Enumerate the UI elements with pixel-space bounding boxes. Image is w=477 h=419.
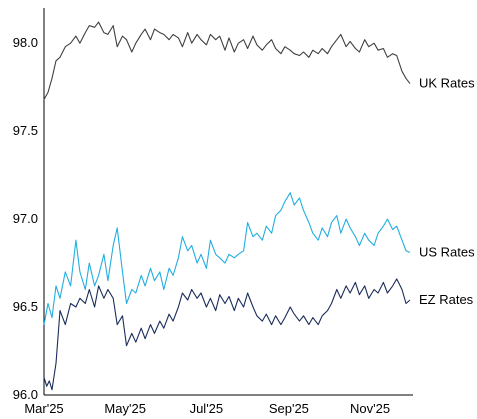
x-tick-label: Nov'25	[350, 401, 390, 416]
y-tick-label: 98.0	[13, 35, 38, 50]
series-lines	[43, 21, 411, 391]
x-tick-label: Jul'25	[190, 401, 224, 416]
series-label-us-rates: US Rates	[419, 245, 475, 260]
x-tick-label: May'25	[104, 401, 146, 416]
x-axis-ticks: Mar'25 May'25 Jul'25 Sep'25 Nov'25	[24, 401, 390, 416]
y-tick-label: 96.0	[13, 387, 38, 402]
y-tick-label: 97.5	[13, 123, 38, 138]
series-line-uk-rates	[43, 21, 411, 100]
chart-axes	[43, 8, 413, 396]
x-tick-label: Mar'25	[24, 401, 63, 416]
series-line-us-rates	[43, 192, 411, 325]
x-tick-label: Sep'25	[269, 401, 309, 416]
series-line-ez-rates	[43, 278, 411, 391]
y-axis-ticks: 96.0 96.5 97.0 97.5 98.0	[13, 35, 38, 402]
series-labels: UK Rates US Rates EZ Rates	[419, 76, 475, 307]
y-tick-label: 97.0	[13, 211, 38, 226]
y-tick-label: 96.5	[13, 299, 38, 314]
series-label-ez-rates: EZ Rates	[419, 292, 474, 307]
series-label-uk-rates: UK Rates	[419, 76, 475, 91]
